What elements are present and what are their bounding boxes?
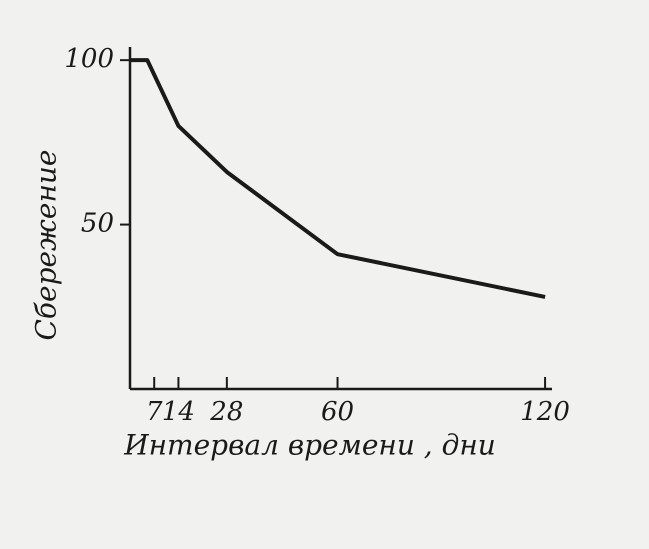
y-axis-label: Сбережение	[30, 149, 63, 340]
data-line	[130, 58, 546, 299]
x-tick-label: 14	[162, 397, 195, 427]
y-tick-label: 100	[64, 44, 114, 74]
x-tick-label: 120	[520, 397, 570, 427]
x-tick-label: 28	[209, 397, 243, 427]
x-tick-label: 60	[321, 397, 354, 427]
x-axis-label: Интервал времени , дни	[123, 429, 496, 462]
x-tick-label: 7	[146, 397, 163, 427]
y-tick-label: 50	[81, 209, 114, 239]
